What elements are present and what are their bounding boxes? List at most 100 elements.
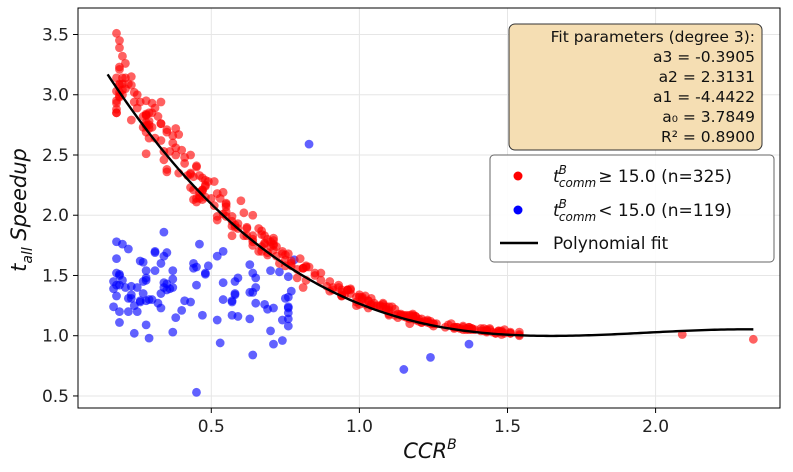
legend-marker-low <box>513 205 523 215</box>
series-low-points <box>109 139 474 397</box>
low-point <box>144 295 154 304</box>
low-point <box>123 307 133 317</box>
low-point <box>132 307 142 317</box>
y-tick-label: 1.0 <box>42 327 69 347</box>
fit-parameters-box: Fit parameters (degree 3): a3 = -0.3905 … <box>508 23 763 151</box>
low-point <box>192 262 201 272</box>
high-point <box>227 231 237 241</box>
low-point <box>162 285 172 295</box>
high-point <box>212 189 222 198</box>
high-point <box>310 268 320 278</box>
high-point <box>221 199 231 209</box>
low-point <box>269 303 278 313</box>
high-point <box>159 155 169 165</box>
high-point <box>325 277 335 286</box>
low-point <box>464 339 474 349</box>
low-point <box>245 260 255 270</box>
high-point <box>129 97 139 107</box>
y-tick-label: 3.0 <box>42 86 69 106</box>
high-point <box>150 103 160 113</box>
high-point <box>292 273 302 283</box>
high-point <box>195 171 204 180</box>
high-point <box>150 133 160 143</box>
high-point <box>286 259 296 268</box>
high-point <box>212 212 222 221</box>
low-point <box>132 283 142 292</box>
high-point <box>141 109 151 119</box>
low-point <box>245 314 255 324</box>
low-point <box>266 266 275 276</box>
low-point <box>215 338 225 348</box>
high-point <box>168 138 178 148</box>
x-tick-label: 0.5 <box>198 417 225 437</box>
high-point <box>316 275 326 285</box>
low-point <box>109 284 118 294</box>
high-point <box>295 254 305 264</box>
low-point <box>115 307 124 317</box>
y-tick-label: 0.5 <box>42 387 69 407</box>
low-point <box>141 320 151 330</box>
low-point <box>159 251 169 261</box>
high-point <box>118 79 127 89</box>
high-point <box>239 208 249 218</box>
high-point <box>141 149 151 159</box>
low-point <box>150 266 160 276</box>
low-point <box>283 292 293 302</box>
low-point <box>218 278 228 288</box>
high-point <box>260 231 270 241</box>
low-point <box>248 287 258 297</box>
y-tick-label: 3.5 <box>42 26 69 46</box>
fit-param-a0: a₀ = 3.7849 <box>662 108 755 126</box>
high-point <box>242 222 252 232</box>
low-point <box>283 272 293 282</box>
high-point <box>141 96 151 106</box>
polynomial-fit-line <box>106 73 754 338</box>
low-point <box>230 290 240 300</box>
legend-marker-high <box>513 171 523 181</box>
low-point <box>399 365 409 374</box>
high-point <box>272 242 281 251</box>
x-tick-label: 2.0 <box>642 417 669 437</box>
low-point <box>112 237 121 247</box>
high-point <box>677 330 687 339</box>
low-point <box>198 310 207 320</box>
high-point <box>115 36 124 45</box>
low-point <box>283 321 293 331</box>
high-point <box>147 122 157 132</box>
low-point <box>112 291 121 301</box>
low-point <box>126 290 136 300</box>
high-point <box>360 291 370 301</box>
high-point <box>174 130 184 139</box>
high-point <box>280 250 290 260</box>
low-point <box>251 298 261 308</box>
low-point <box>266 326 275 336</box>
high-point <box>748 334 758 344</box>
high-point <box>186 150 195 160</box>
low-point <box>277 336 287 345</box>
low-point <box>156 259 166 268</box>
low-point <box>156 303 166 313</box>
y-tick-label: 2.0 <box>42 206 69 226</box>
low-point <box>192 387 201 397</box>
low-point <box>251 273 261 283</box>
low-point <box>112 254 121 264</box>
low-point <box>426 352 435 362</box>
high-point <box>115 62 124 72</box>
high-point <box>112 108 121 118</box>
high-point <box>200 175 210 185</box>
low-point <box>138 257 148 267</box>
high-point <box>269 233 278 243</box>
low-point <box>129 328 139 338</box>
high-point <box>112 28 121 38</box>
low-point <box>123 244 133 254</box>
low-point <box>275 267 284 277</box>
low-point <box>177 306 187 315</box>
high-point <box>112 98 121 108</box>
high-point <box>506 328 515 338</box>
low-point <box>180 296 190 306</box>
low-point <box>171 313 181 323</box>
low-point <box>218 246 228 256</box>
low-point <box>168 327 178 337</box>
high-point <box>372 301 382 310</box>
